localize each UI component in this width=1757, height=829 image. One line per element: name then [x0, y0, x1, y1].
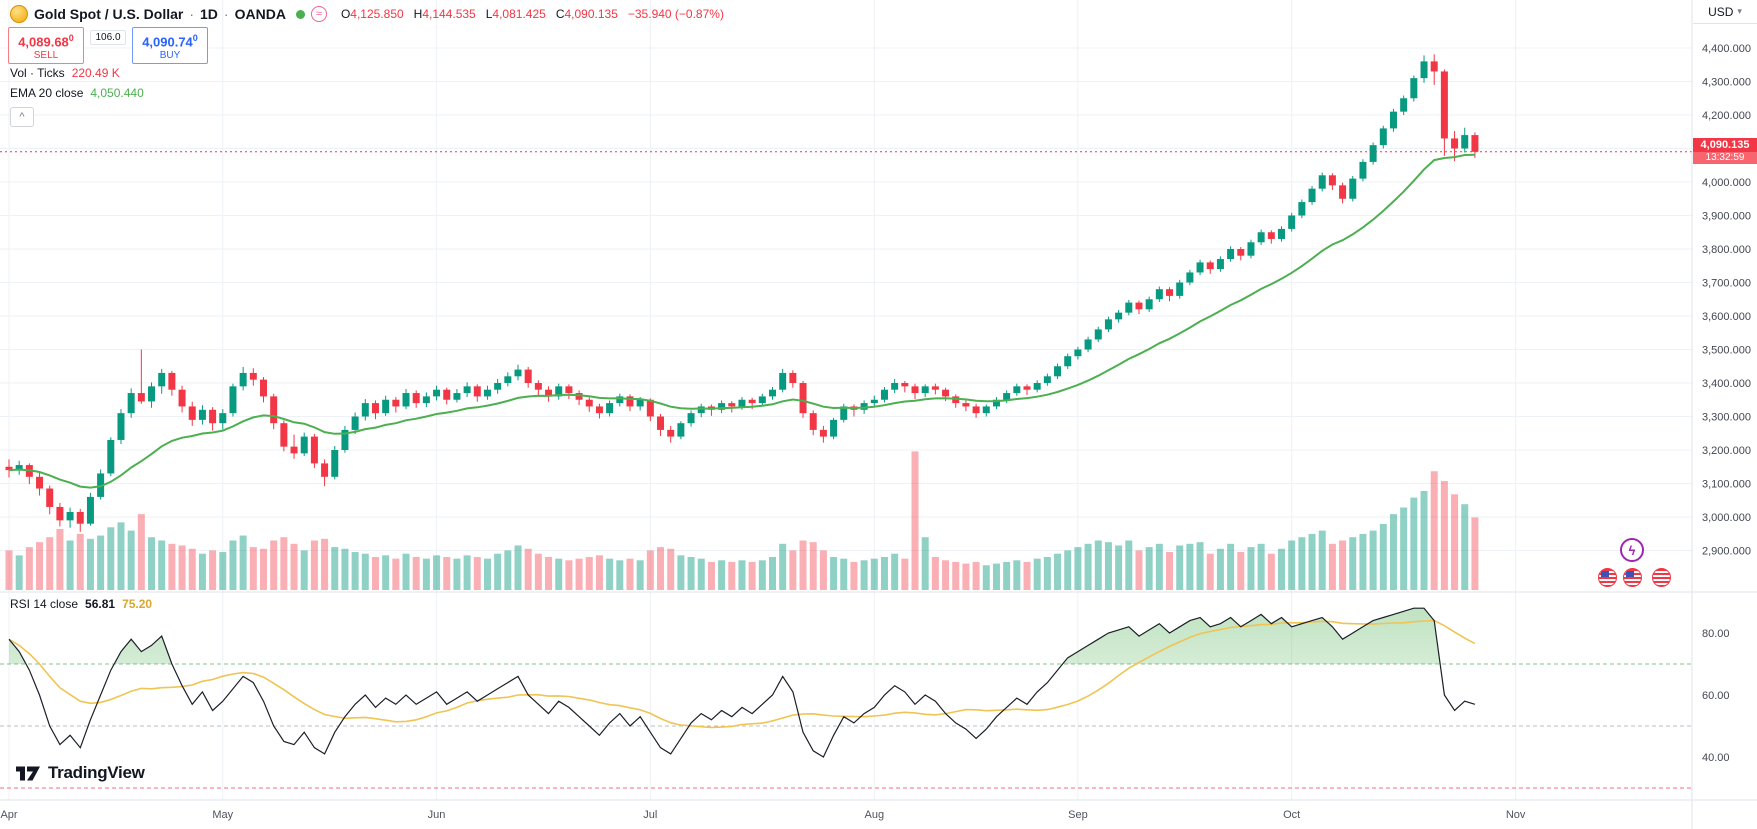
sell-price: 4,089.68 — [18, 34, 69, 50]
ema-legend[interactable]: EMA 20 close 4,050.440 — [10, 86, 144, 100]
svg-text:Nov: Nov — [1506, 809, 1526, 821]
market-status-icon[interactable] — [295, 9, 305, 19]
tradingview-logo[interactable]: TradingView — [16, 763, 145, 783]
last-price-value: 4,090.135 — [1693, 138, 1757, 152]
svg-text:3,800.000: 3,800.000 — [1702, 244, 1751, 256]
volume-legend-label[interactable]: Vol · Ticks — [10, 66, 65, 80]
rsi-ma-line[interactable] — [8, 619, 1476, 729]
svg-text:3,700.000: 3,700.000 — [1702, 278, 1751, 290]
spread-container: 106.0 — [84, 27, 132, 64]
high-label: H — [413, 7, 423, 21]
economic-event-flag-icon[interactable] — [1652, 568, 1671, 587]
svg-text:4,300.000: 4,300.000 — [1702, 77, 1751, 89]
svg-text:May: May — [212, 809, 233, 821]
rsi-axis[interactable]: 80.00 60.00 40.00 — [1702, 628, 1730, 764]
rsi-value: 56.81 — [85, 597, 116, 611]
rsi-overbought-fill — [9, 608, 1475, 664]
economic-event-us-flag-icon[interactable] — [1623, 568, 1642, 587]
volume-bars — [5, 451, 1479, 590]
collapse-indicators-button[interactable]: ^ — [10, 107, 34, 127]
svg-text:2,900.000: 2,900.000 — [1702, 546, 1751, 558]
svg-text:Apr: Apr — [0, 809, 17, 821]
svg-text:3,100.000: 3,100.000 — [1702, 479, 1751, 491]
separator: · — [189, 6, 195, 22]
symbol-title[interactable]: Gold Spot / U.S. Dollar — [34, 6, 184, 22]
svg-text:Jul: Jul — [643, 809, 657, 821]
svg-text:3,900.000: 3,900.000 — [1702, 211, 1751, 223]
currency-label: USD — [1708, 4, 1734, 19]
buy-button[interactable]: 4,090.740 BUY — [132, 27, 208, 65]
economic-event-us-flag-icon[interactable] — [1598, 568, 1617, 587]
svg-text:3,200.000: 3,200.000 — [1702, 445, 1751, 457]
svg-text:80.00: 80.00 — [1702, 628, 1730, 640]
svg-text:3,400.000: 3,400.000 — [1702, 378, 1751, 390]
sell-label: SELL — [33, 50, 59, 62]
sell-button[interactable]: 4,089.680 SELL — [8, 27, 84, 65]
low-value: 4,081.425 — [492, 7, 546, 21]
candles — [5, 54, 1479, 532]
trade-panel: 4,089.680 SELL 106.0 4,090.740 BUY — [8, 27, 208, 65]
spread-value: 106.0 — [90, 30, 126, 45]
buy-price-fraction: 0 — [192, 33, 198, 43]
exchange-label[interactable]: OANDA — [234, 6, 286, 22]
svg-text:Sep: Sep — [1068, 809, 1088, 821]
rsi-legend[interactable]: RSI 14 close 56.81 75.20 — [10, 597, 152, 611]
delayed-data-icon[interactable]: ≈ — [310, 6, 327, 22]
currency-axis-button[interactable]: USD ▾ — [1693, 0, 1757, 24]
svg-text:Aug: Aug — [865, 809, 885, 821]
price-axis[interactable]: 4,400.000 4,300.000 4,200.000 4,000.000 3,90… — [1702, 43, 1751, 558]
ema-value: 4,050.440 — [90, 86, 144, 100]
last-price-label: 4,090.135 13:32:59 — [1693, 138, 1757, 164]
economic-event-lightning-icon[interactable]: ϟ — [1620, 538, 1644, 562]
svg-text:60.00: 60.00 — [1702, 690, 1730, 702]
change-value: −35.940 (−0.87%) — [627, 7, 724, 21]
svg-text:4,400.000: 4,400.000 — [1702, 43, 1751, 55]
open-value: 4,125.850 — [350, 7, 404, 21]
buy-label: BUY — [159, 50, 181, 62]
open-label: O — [340, 7, 351, 21]
svg-text:40.00: 40.00 — [1702, 752, 1730, 764]
symbol-legend[interactable]: Gold Spot / U.S. Dollar · 1D · OANDA ≈ O… — [10, 5, 724, 23]
svg-text:Oct: Oct — [1283, 809, 1300, 821]
rsi-line[interactable] — [8, 607, 1476, 758]
svg-text:4,200.000: 4,200.000 — [1702, 110, 1751, 122]
volume-value: 220.49 K — [71, 66, 120, 80]
interval-label[interactable]: 1D — [200, 6, 218, 22]
ohlc-readout: O4,125.850 H4,144.535 L4,081.425 C4,090.… — [341, 7, 724, 21]
bar-countdown: 13:32:59 — [1693, 152, 1757, 164]
time-axis[interactable]: Apr May Jun Jul Aug Sep Oct Nov — [0, 809, 1525, 821]
svg-text:3,300.000: 3,300.000 — [1702, 412, 1751, 424]
rsi-legend-label[interactable]: RSI 14 close — [10, 597, 79, 611]
separator: · — [223, 6, 229, 22]
close-value: 4,090.135 — [564, 7, 618, 21]
ema-line[interactable] — [8, 153, 1475, 489]
svg-text:4,000.000: 4,000.000 — [1702, 177, 1751, 189]
ema-legend-label[interactable]: EMA 20 close — [10, 86, 84, 100]
tradingview-mark-icon — [16, 766, 40, 780]
gold-symbol-icon — [10, 5, 28, 23]
gridlines — [0, 0, 1692, 800]
chevron-down-icon: ▾ — [1737, 6, 1742, 16]
svg-text:Jun: Jun — [428, 809, 446, 821]
rsi-ma-value: 75.20 — [122, 597, 153, 611]
sell-price-fraction: 0 — [68, 33, 74, 43]
tradingview-logo-text: TradingView — [48, 763, 145, 782]
buy-price: 4,090.74 — [142, 34, 193, 50]
svg-text:3,000.000: 3,000.000 — [1702, 512, 1751, 524]
svg-text:3,500.000: 3,500.000 — [1702, 345, 1751, 357]
svg-text:3,600.000: 3,600.000 — [1702, 311, 1751, 323]
low-label: L — [485, 7, 493, 21]
volume-legend[interactable]: Vol · Ticks 220.49 K — [10, 66, 120, 80]
close-label: C — [555, 7, 565, 21]
high-value: 4,144.535 — [422, 7, 476, 21]
